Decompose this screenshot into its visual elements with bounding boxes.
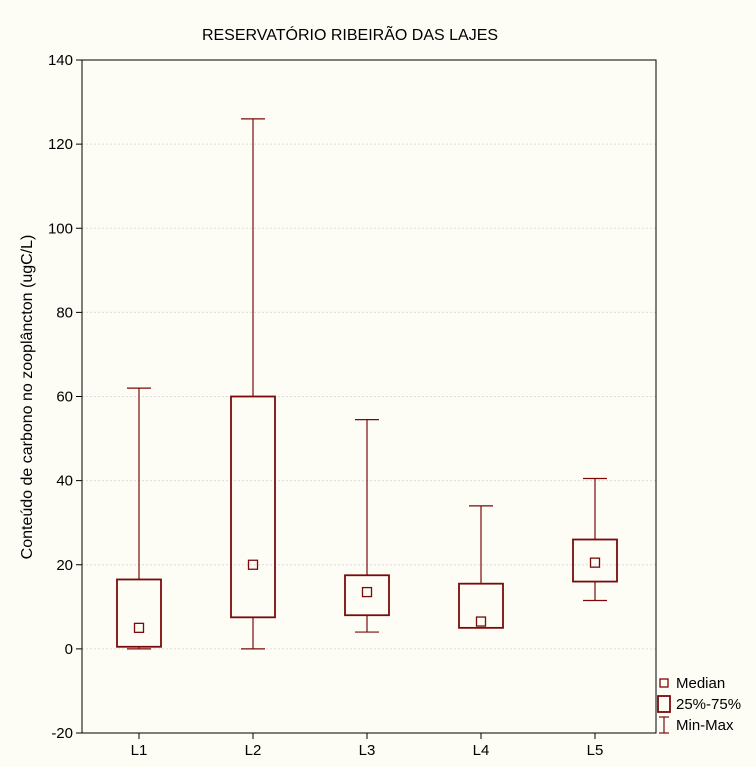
chart-title: RESERVATÓRIO RIBEIRÃO DAS LAJES xyxy=(202,24,498,44)
y-tick-label: 60 xyxy=(56,389,73,406)
y-tick-label: 80 xyxy=(56,304,73,321)
box-l1 xyxy=(116,387,162,650)
y-tick-label: 120 xyxy=(48,136,73,153)
y-tick-label: 40 xyxy=(56,473,73,490)
x-tick-label: L2 xyxy=(245,742,262,759)
median-marker xyxy=(475,616,487,627)
box-l3 xyxy=(344,419,390,633)
y-axis-label: Conteúdo de carbono no zooplâncton (ugC/… xyxy=(19,235,36,560)
y-tick-label: 140 xyxy=(48,52,73,69)
median-marker xyxy=(133,622,145,633)
box-series xyxy=(116,118,618,650)
box-iqr xyxy=(116,578,162,648)
box-iqr xyxy=(230,395,276,619)
legend-median-symbol xyxy=(659,678,669,688)
box-l5 xyxy=(572,477,618,602)
legend: Median 25%-75% Min-Max xyxy=(657,675,741,734)
x-tick-label: L4 xyxy=(473,742,490,759)
y-axis: -20 0 20 40 60 80 100 120 140 xyxy=(48,52,82,742)
median-marker xyxy=(361,586,373,598)
legend-label: 25%-75% xyxy=(676,696,741,713)
legend-box-symbol xyxy=(657,695,671,713)
box-l4 xyxy=(458,505,504,629)
x-tick-label: L3 xyxy=(359,742,376,759)
median-marker xyxy=(247,559,259,570)
box-iqr xyxy=(344,574,390,617)
median-marker xyxy=(589,557,601,568)
box-iqr xyxy=(458,582,504,629)
box-l2 xyxy=(230,118,276,650)
x-tick-label: L5 xyxy=(587,742,604,759)
y-tick-label: 100 xyxy=(48,220,73,237)
y-tick-label: 0 xyxy=(65,641,73,658)
legend-label: Min-Max xyxy=(676,717,734,734)
y-tick-label: -20 xyxy=(51,725,73,742)
plot-frame xyxy=(81,59,657,734)
legend-label: Median xyxy=(676,675,725,692)
y-tick-label: 20 xyxy=(56,557,73,574)
box-iqr xyxy=(572,538,618,583)
x-tick-label: L1 xyxy=(131,742,148,759)
x-axis-ticks: L1 L2 L3 L4 L5 xyxy=(131,733,604,759)
